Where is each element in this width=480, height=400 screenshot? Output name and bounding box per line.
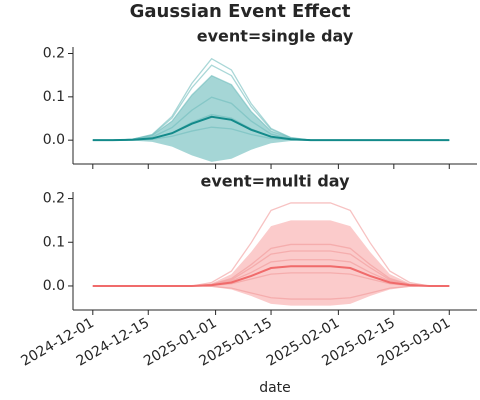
sample-line	[92, 74, 450, 141]
chart-title: Gaussian Event Effect	[130, 1, 351, 22]
mean-line	[92, 115, 450, 142]
sample-line	[92, 96, 450, 141]
y-tick-label: 0.0	[43, 278, 65, 294]
y-tick-label: 0.0	[43, 132, 65, 148]
uncertainty-band	[92, 75, 450, 162]
sample-line	[92, 64, 450, 141]
y-tick-label: 0.2	[43, 191, 65, 207]
panel-title: event=multi day	[200, 172, 350, 191]
x-axis-label: date	[259, 380, 291, 396]
uncertainty-band	[92, 220, 450, 306]
y-tick-label: 0.1	[43, 234, 65, 250]
panel-title: event=single day	[197, 27, 354, 46]
y-tick-label: 0.2	[43, 46, 65, 62]
mean-line	[92, 265, 450, 287]
sample-line	[92, 57, 450, 141]
y-tick-label: 0.1	[43, 89, 65, 105]
